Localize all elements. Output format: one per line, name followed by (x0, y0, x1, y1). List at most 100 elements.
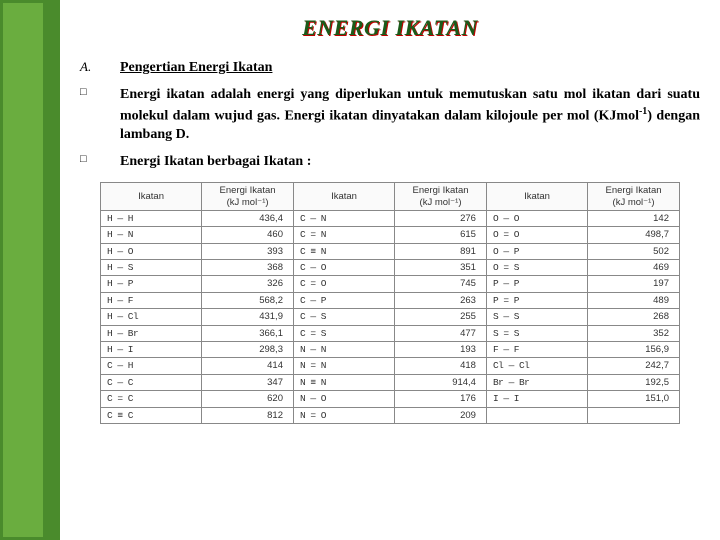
cell-value: 242,7 (588, 358, 680, 374)
th-e1-l1: Energi Ikatan (220, 185, 276, 196)
cell-bond (486, 407, 587, 423)
cell-value: 460 (202, 227, 294, 243)
th-e1-l2: (kJ mol⁻¹) (227, 197, 269, 208)
cell-bond: C — S (293, 309, 394, 325)
cell-bond: N ≡ N (293, 374, 394, 390)
table-row: H — Cl431,9C — S255S — S268 (101, 309, 680, 325)
cell-bond: C = N (293, 227, 394, 243)
table-row: C — H414N = N418Cl — Cl242,7 (101, 358, 680, 374)
th-energy-3: Energi Ikatan(kJ mol⁻¹) (588, 183, 680, 211)
text-a: Pengertian Energi Ikatan (120, 59, 700, 78)
cell-bond: C = C (101, 391, 202, 407)
cell-bond: C ≡ C (101, 407, 202, 423)
cell-value: 418 (395, 358, 487, 374)
cell-value: 366,1 (202, 325, 294, 341)
cell-bond: O — O (486, 210, 587, 226)
cell-bond: H — I (101, 342, 202, 358)
cell-bond: C = O (293, 276, 394, 292)
cell-value: 156,9 (588, 342, 680, 358)
bond-energy-table: Ikatan Energi Ikatan(kJ mol⁻¹) Ikatan En… (100, 182, 680, 424)
cell-bond: H — S (101, 260, 202, 276)
text-p2: Energi Ikatan berbagai Ikatan : (120, 153, 700, 172)
table-row: H — I298,3N — N193F — F156,9 (101, 342, 680, 358)
table-header-row: Ikatan Energi Ikatan(kJ mol⁻¹) Ikatan En… (101, 183, 680, 211)
cell-bond: C — O (293, 260, 394, 276)
cell-value: 192,5 (588, 374, 680, 390)
table-row: H — P326C = O745P — P197 (101, 276, 680, 292)
sidebar-green-inner (3, 3, 43, 537)
table-row: H — O393C ≡ N891O — P502 (101, 243, 680, 259)
th-e3-l2: (kJ mol⁻¹) (613, 197, 655, 208)
cell-bond: H — O (101, 243, 202, 259)
cell-value: 745 (395, 276, 487, 292)
sidebar-green (0, 0, 60, 540)
page-title: ENERGI IKATAN (80, 15, 700, 41)
table-row: H — S368C — O351O = S469 (101, 260, 680, 276)
cell-bond: C — P (293, 292, 394, 308)
cell-value: 268 (588, 309, 680, 325)
cell-value: 352 (588, 325, 680, 341)
cell-value: 142 (588, 210, 680, 226)
text-p1: Energi ikatan adalah energi yang diperlu… (120, 86, 700, 145)
cell-bond: N = O (293, 407, 394, 423)
cell-value: 414 (202, 358, 294, 374)
table-row: H — Br366,1C = S477S = S352 (101, 325, 680, 341)
cell-bond: S = S (486, 325, 587, 341)
cell-bond: N = N (293, 358, 394, 374)
item-p1: □ Energi ikatan adalah energi yang diper… (80, 86, 700, 145)
marker-a: A. (80, 59, 120, 78)
cell-bond: H — F (101, 292, 202, 308)
cell-bond: H — Cl (101, 309, 202, 325)
cell-value: 276 (395, 210, 487, 226)
cell-bond: Br — Br (486, 374, 587, 390)
cell-value: 436,4 (202, 210, 294, 226)
cell-value: 326 (202, 276, 294, 292)
cell-value: 351 (395, 260, 487, 276)
cell-value: 498,7 (588, 227, 680, 243)
cell-value: 393 (202, 243, 294, 259)
cell-value: 489 (588, 292, 680, 308)
cell-value: 431,9 (202, 309, 294, 325)
cell-bond: C — H (101, 358, 202, 374)
cell-value: 469 (588, 260, 680, 276)
cell-bond: I — I (486, 391, 587, 407)
table-row: H — F568,2C — P263P = P489 (101, 292, 680, 308)
bond-energy-table-wrap: Ikatan Energi Ikatan(kJ mol⁻¹) Ikatan En… (100, 182, 680, 424)
cell-bond: S — S (486, 309, 587, 325)
cell-bond: P — P (486, 276, 587, 292)
cell-bond: C — C (101, 374, 202, 390)
cell-value: 812 (202, 407, 294, 423)
cell-value: 914,4 (395, 374, 487, 390)
cell-bond: C — N (293, 210, 394, 226)
cell-value: 615 (395, 227, 487, 243)
cell-value (588, 407, 680, 423)
cell-bond: P = P (486, 292, 587, 308)
th-e2-l2: (kJ mol⁻¹) (420, 197, 462, 208)
cell-value: 298,3 (202, 342, 294, 358)
body-items: A. Pengertian Energi Ikatan □ Energi ika… (80, 59, 700, 172)
cell-value: 620 (202, 391, 294, 407)
cell-bond: N — N (293, 342, 394, 358)
cell-bond: N — O (293, 391, 394, 407)
cell-value: 176 (395, 391, 487, 407)
cell-bond: C = S (293, 325, 394, 341)
th-bond-1: Ikatan (101, 183, 202, 211)
cell-bond: H — N (101, 227, 202, 243)
cell-bond: O = O (486, 227, 587, 243)
cell-value: 209 (395, 407, 487, 423)
table-row: C ≡ C812N = O209 (101, 407, 680, 423)
th-e3-l1: Energi Ikatan (606, 185, 662, 196)
th-energy-2: Energi Ikatan(kJ mol⁻¹) (395, 183, 487, 211)
cell-value: 255 (395, 309, 487, 325)
th-bond-3: Ikatan (486, 183, 587, 211)
cell-value: 891 (395, 243, 487, 259)
cell-value: 197 (588, 276, 680, 292)
cell-value: 568,2 (202, 292, 294, 308)
cell-value: 502 (588, 243, 680, 259)
table-body: H — H436,4C — N276O — O142H — N460C = N6… (101, 210, 680, 423)
th-energy-1: Energi Ikatan(kJ mol⁻¹) (202, 183, 294, 211)
cell-value: 368 (202, 260, 294, 276)
main-content: ENERGI IKATAN A. Pengertian Energi Ikata… (80, 15, 700, 424)
cell-value: 263 (395, 292, 487, 308)
cell-value: 193 (395, 342, 487, 358)
